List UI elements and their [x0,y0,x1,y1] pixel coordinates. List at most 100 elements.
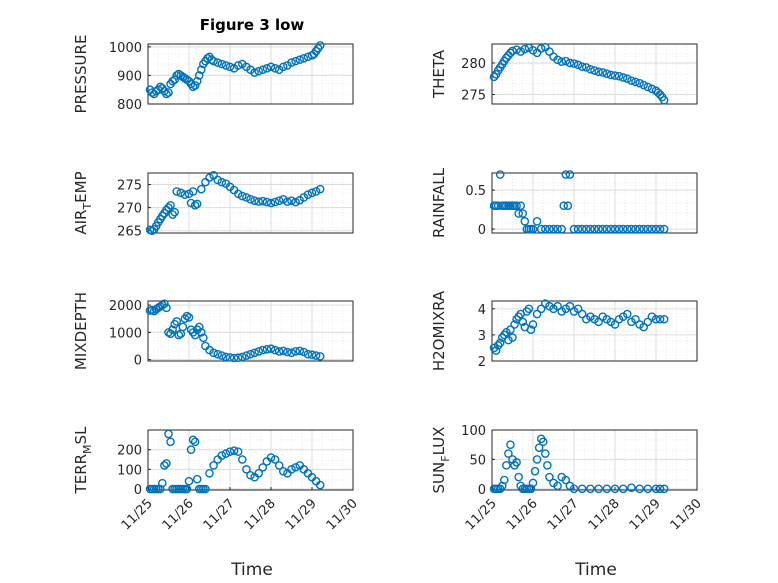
data-point [258,463,268,472]
data-point [315,480,325,490]
data-point [573,224,583,234]
data-point [250,196,259,205]
data-point [573,304,583,314]
data-point [194,71,204,80]
data-point [545,472,554,482]
y-tick-label: 1000 [109,326,142,341]
y-tick-label: 0.5 [465,184,486,199]
data-point [188,82,198,92]
data-point [303,190,313,199]
data-point [655,314,665,324]
data-point [166,201,175,210]
data-point [172,317,181,326]
data-point [594,317,603,327]
data-point [217,59,227,69]
data-point [213,349,222,359]
data-point [569,484,579,494]
data-point [254,66,264,76]
data-point [514,209,523,218]
data-point [278,467,288,476]
data-point [307,188,317,198]
data-point [598,68,608,77]
data-point [512,201,521,211]
data-point [532,455,542,464]
data-point [278,62,288,72]
data-point [201,341,210,351]
data-point [274,461,284,470]
data-point [541,449,550,458]
data-point [172,71,181,80]
data-point [168,210,177,219]
data-point [217,451,227,460]
data-point [213,58,222,67]
data-point [610,71,620,80]
subplot-theta: 275 280 THETA [430,42,698,105]
data-point [209,56,218,66]
data-point [270,455,280,464]
data-point [508,46,517,56]
data-point [569,59,579,68]
x-tick-label: 11/28 [586,496,623,533]
x-tick-label: 11/26 [504,496,541,533]
data-point [659,314,669,324]
subplot-rainfall: 0 0.5 RAINFALL [430,167,698,238]
data-point [209,348,218,358]
data-point [225,353,235,362]
y-tick-label: 800 [117,98,142,113]
data-point [577,62,587,72]
data-point [194,322,204,332]
data-point [192,474,202,484]
data-point [176,188,186,198]
data-point [237,455,247,464]
data-point [262,197,272,207]
data-point [495,170,505,179]
data-point [631,224,640,234]
data-point [627,76,636,85]
data-point [258,345,268,355]
data-point [164,429,173,439]
subplot-terr: 0 100 200 TERRMSL 11/25 11/26 11/27 11/28 11/29 1… [72,426,361,533]
data-point [526,325,536,334]
data-point [557,57,567,66]
y-tick-label: 50 [469,453,486,468]
data-point [635,484,644,494]
data-point [225,447,235,456]
data-point [172,187,181,196]
data-point [506,325,515,334]
data-point [495,338,505,348]
data-point [594,67,603,77]
data-point [174,330,184,340]
data-point [233,61,243,70]
data-point [627,483,636,492]
data-point [559,201,569,211]
data-point [315,41,325,50]
data-point [246,349,255,359]
data-point [545,47,554,56]
data-point [266,344,276,354]
data-point [659,224,669,234]
data-point [524,304,534,314]
data-point [196,328,206,337]
data-point [291,56,300,66]
data-point [631,77,640,87]
data-point [545,224,554,234]
data-point [242,465,251,474]
x-tick-label: 11/29 [283,496,320,533]
data-point [295,346,305,356]
data-point [158,478,167,488]
y-tick-label: 2 [478,355,486,370]
data-point [190,201,200,210]
y-tick-label: 280 [461,57,486,72]
data-point [250,348,259,358]
data-point [526,484,536,494]
data-point [287,465,296,474]
data-point [182,484,192,494]
data-point [643,82,653,92]
data-point [205,468,214,478]
data-point [510,320,519,329]
data-point [196,184,206,194]
data-point [594,224,603,234]
data-point [514,472,523,482]
data-point [598,224,608,234]
